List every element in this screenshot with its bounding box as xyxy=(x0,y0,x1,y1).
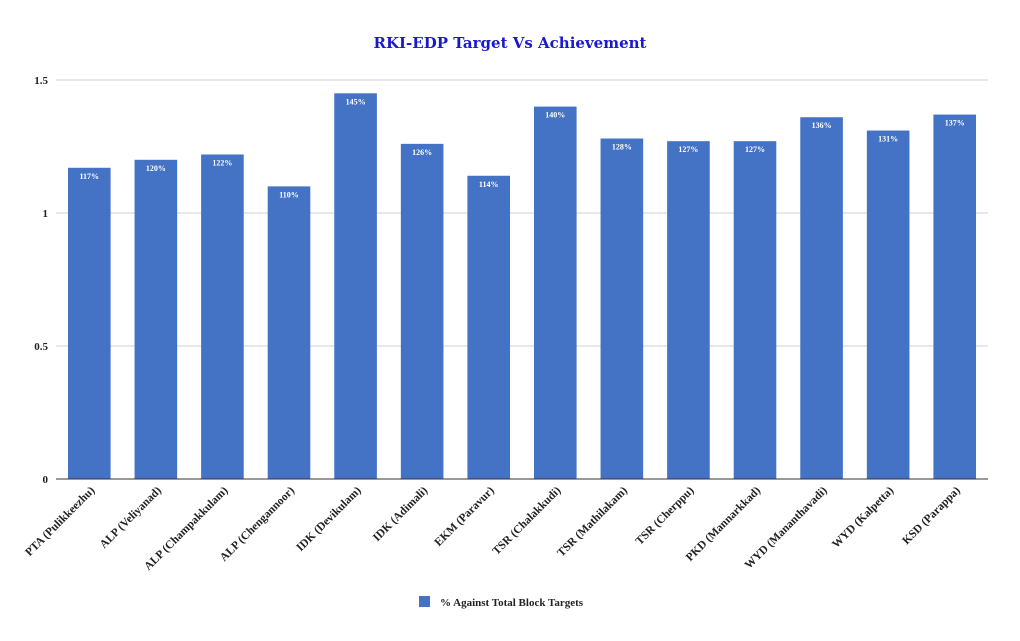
data-label: 145% xyxy=(346,97,366,106)
data-label: 110% xyxy=(279,190,299,199)
y-tick-label: 0.5 xyxy=(34,341,48,353)
x-tick-label: PKD (Mannarkkad) xyxy=(684,485,763,564)
data-label: 114% xyxy=(479,180,499,189)
bar xyxy=(67,167,111,479)
x-tick-label: EKM (Paravur) xyxy=(433,485,497,549)
x-tick-label: TSR (Chalakkudi) xyxy=(491,485,564,558)
y-axis-ticks: 0 0.5 1 1.5 xyxy=(34,75,48,486)
bar xyxy=(201,154,244,480)
x-tick-label: KSD (Parappa) xyxy=(900,485,963,548)
data-label: 136% xyxy=(812,121,832,130)
y-tick-label: 0 xyxy=(43,474,49,486)
data-label: 127% xyxy=(745,145,765,154)
legend-label: % Against Total Block Targets xyxy=(440,597,584,609)
x-tick-label: WYD (Kalpetta) xyxy=(830,485,896,551)
bar xyxy=(933,114,977,479)
x-tick-label: ALP (Veliyanad) xyxy=(98,485,164,551)
bars xyxy=(67,93,977,480)
data-label: 122% xyxy=(212,158,232,167)
data-label: 128% xyxy=(612,143,632,152)
data-label: 126% xyxy=(412,148,432,157)
data-label: 127% xyxy=(678,145,698,154)
x-axis-ticks: PTA (Pulikkeezhu) ALP (Veliyanad)ALP (Cha… xyxy=(23,485,963,573)
data-label: 117% xyxy=(80,172,100,181)
chart-title: RKI-EDP Target Vs Achievement xyxy=(374,34,647,52)
legend: % Against Total Block Targets xyxy=(419,596,584,609)
x-tick-label: PTA (Pulikkeezhu) xyxy=(23,485,97,559)
legend-swatch xyxy=(419,596,430,607)
bar xyxy=(533,106,577,479)
bar xyxy=(267,186,311,479)
data-labels: 117% 120% 122% 110% 145% 126% 114% 140% 128% 127%… xyxy=(80,97,965,199)
y-tick-label: 1 xyxy=(43,208,49,220)
data-label: 131% xyxy=(878,135,898,144)
bar xyxy=(733,141,777,479)
data-label: 120% xyxy=(146,164,166,173)
data-label: 137% xyxy=(945,119,965,128)
x-tick-label: ALP (Chengannoor) xyxy=(218,485,297,564)
bar xyxy=(800,117,843,480)
bar xyxy=(400,143,444,479)
x-tick-label: TSR (Mathilakam) xyxy=(555,485,630,560)
bar xyxy=(334,93,377,480)
bar xyxy=(134,159,178,480)
bar xyxy=(467,175,511,479)
x-tick-label: IDK (Adimali) xyxy=(371,485,430,544)
bar xyxy=(866,130,910,480)
bar xyxy=(667,141,710,479)
x-tick-label: IDK (Devikulam) xyxy=(294,485,363,554)
y-tick-label: 1.5 xyxy=(34,75,48,87)
bar xyxy=(600,138,644,479)
x-tick-label: TSR (Cherppu) xyxy=(634,485,697,548)
gridlines xyxy=(56,79,988,347)
data-label: 140% xyxy=(545,111,565,120)
